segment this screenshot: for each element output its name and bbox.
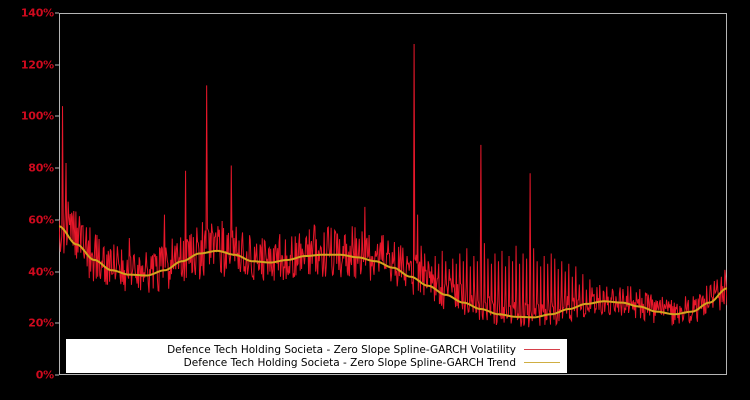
y-axis-tick-mark xyxy=(55,271,59,273)
legend-item-volatility[interactable]: Defence Tech Holding Societa - Zero Slop… xyxy=(71,343,560,356)
y-axis-tick-label: 120% xyxy=(20,58,54,72)
legend-item-trend[interactable]: Defence Tech Holding Societa - Zero Slop… xyxy=(71,356,560,369)
y-axis-tick-label: 100% xyxy=(20,109,54,123)
y-axis-tick-mark xyxy=(55,12,59,14)
y-axis-tick-label: 40% xyxy=(28,265,54,279)
legend-label-trend: Defence Tech Holding Societa - Zero Slop… xyxy=(183,356,516,369)
y-axis-tick-label: 0% xyxy=(35,368,54,382)
y-axis-tick-label: 60% xyxy=(28,213,54,227)
y-axis-tick-mark xyxy=(55,374,59,376)
y-axis-tick-label: 140% xyxy=(20,6,54,20)
legend-label-volatility: Defence Tech Holding Societa - Zero Slop… xyxy=(167,343,516,356)
plot-area-frame xyxy=(59,13,727,375)
y-axis-tick-mark xyxy=(55,322,59,324)
y-axis-tick-mark xyxy=(55,219,59,221)
y-axis-tick-mark xyxy=(55,115,59,117)
y-axis-tick-mark xyxy=(55,167,59,169)
chart-legend[interactable]: Defence Tech Holding Societa - Zero Slop… xyxy=(66,339,567,373)
y-axis-tick-label: 80% xyxy=(28,161,54,175)
series-line-trend xyxy=(59,226,727,317)
y-axis-tick-label: 20% xyxy=(28,316,54,330)
plot-canvas xyxy=(59,13,727,375)
y-axis-tick-mark xyxy=(55,64,59,66)
series-line-volatility xyxy=(59,44,727,327)
legend-swatch-trend xyxy=(524,362,560,363)
legend-swatch-volatility xyxy=(524,349,560,350)
